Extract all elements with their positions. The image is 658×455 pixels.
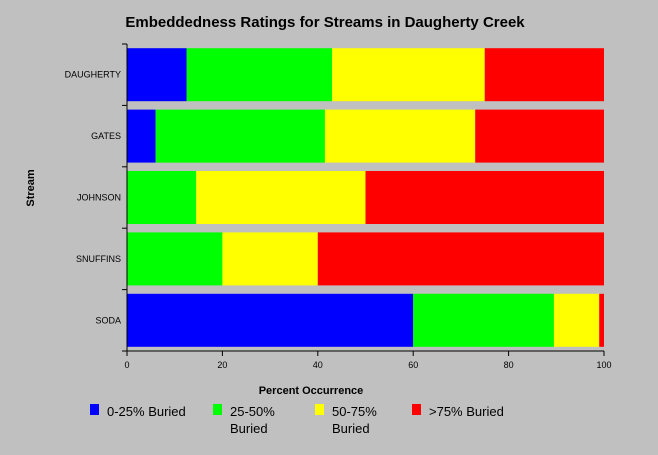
bar-daugherty-series-2 [186, 48, 333, 102]
legend-item: 0-25% Buried [90, 404, 186, 419]
legend-label: >75% Buried [429, 404, 504, 419]
legend-swatch [315, 404, 324, 415]
bar-johnson-series-4 [365, 171, 604, 224]
category-label: SODA [95, 315, 121, 325]
legend-label: Buried [230, 421, 268, 436]
x-tick-label: 0 [124, 360, 129, 370]
bar-soda-series-1 [127, 293, 414, 347]
bar-snuffins-series-3 [222, 232, 318, 286]
legend-swatch [90, 404, 99, 415]
x-tick-label: 20 [217, 360, 227, 370]
bar-daugherty-series-1 [127, 48, 187, 102]
category-label: GATES [91, 131, 121, 141]
bar-gates-series-1 [127, 109, 156, 163]
bar-daugherty-series-3 [332, 48, 485, 102]
bar-layer [127, 48, 604, 347]
x-axis-title: Percent Occurrence [259, 385, 364, 397]
category-label: SNUFFINS [76, 254, 121, 264]
legend: 0-25% Buried 25-50% Buried 50-75% Buried >75%… [90, 404, 504, 436]
legend-item: 50-75% Buried [315, 404, 377, 436]
legend-item: >75% Buried [412, 404, 504, 419]
legend-swatch [412, 404, 421, 415]
bar-soda-series-3 [553, 293, 600, 347]
bar-soda-series-4 [599, 293, 604, 347]
bar-snuffins-series-2 [127, 232, 223, 286]
y-axis: DAUGHERTY GATES JOHNSON SNUFFINS SODA [65, 43, 128, 352]
legend-label: Buried [332, 421, 370, 436]
bar-gates-series-3 [324, 109, 476, 163]
bar-gates-series-2 [155, 109, 325, 163]
x-tick-label: 40 [313, 360, 323, 370]
bar-snuffins-series-4 [317, 232, 604, 286]
bar-johnson-series-3 [196, 171, 366, 224]
category-label: JOHNSON [77, 193, 121, 203]
bar-gates-series-4 [475, 109, 604, 163]
chart-title: Embeddedness Ratings for Streams in Daug… [125, 14, 525, 31]
x-tick-label: 80 [504, 360, 514, 370]
legend-label: 0-25% Buried [107, 404, 186, 419]
bar-johnson-series-2 [127, 171, 197, 224]
category-label: DAUGHERTY [65, 70, 121, 80]
x-tick-label: 100 [596, 360, 611, 370]
x-axis: 0 20 40 60 80 100 [124, 350, 612, 370]
bar-daugherty-series-4 [484, 48, 604, 102]
y-axis-title: Stream [25, 169, 37, 207]
legend-label: 25-50% [230, 404, 275, 419]
legend-label: 50-75% [332, 404, 377, 419]
legend-item: 25-50% Buried [213, 404, 275, 436]
legend-swatch [213, 404, 222, 415]
x-tick-label: 60 [408, 360, 418, 370]
bar-soda-series-2 [413, 293, 554, 347]
